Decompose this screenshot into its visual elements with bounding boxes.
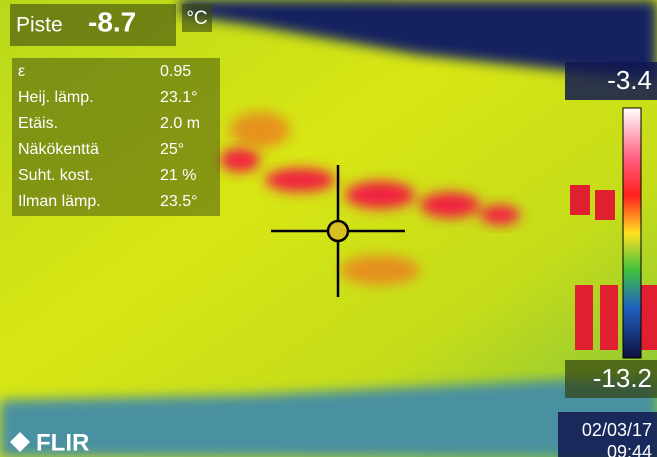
parameter-value: 2.0 m: [160, 115, 200, 132]
parameter-value: 0.95: [160, 63, 191, 80]
color-bar: [623, 108, 641, 358]
parameter-label: Näkökenttä: [18, 141, 99, 158]
parameter-value: 23.5°: [160, 193, 198, 210]
scale-min: -13.2: [593, 363, 652, 393]
parameter-value: 25°: [160, 141, 184, 158]
spot-value: -8.7: [88, 6, 136, 37]
scale-max: -3.4: [607, 65, 652, 95]
thermal-view: Piste -8.7 °C ε 0.95 Heij. lämp. 23.1° Etäis…: [0, 0, 657, 457]
parameter-label: Ilman lämp.: [18, 193, 101, 210]
parameter-value: 23.1°: [160, 89, 198, 106]
page: Piste -8.7 °C ε 0.95 Heij. lämp. 23.1° Etäis…: [0, 0, 657, 457]
spot-label: Piste: [16, 14, 63, 37]
parameter-value: 21 %: [160, 167, 196, 184]
parameter-label: Heij. lämp.: [18, 89, 94, 106]
date: 02/03/17: [582, 420, 652, 440]
logo: FLIR: [36, 429, 89, 456]
spot-unit: °C: [186, 8, 207, 29]
time: 09:44: [607, 442, 652, 457]
parameter-label: Etäis.: [18, 115, 58, 132]
parameter-label: ε: [18, 63, 25, 80]
parameter-label: Suht. kost.: [18, 167, 94, 184]
